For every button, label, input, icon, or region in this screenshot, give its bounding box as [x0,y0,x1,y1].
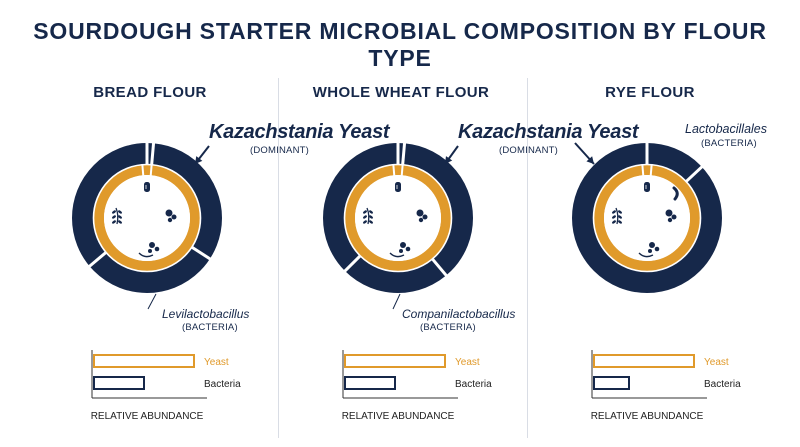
bar-bacteria [593,376,630,390]
bar-yeast [93,354,195,368]
ring-separator [401,142,407,167]
budding-yeast-icon [389,242,411,258]
ring-separator [87,250,109,269]
bar-yeast [344,354,446,368]
donut-chart [323,142,473,310]
leader-line [147,293,157,310]
chart-title: SOURDOUGH STARTER MICROBIAL COMPOSITION … [33,18,767,71]
bar-label: Yeast [204,357,229,368]
ring-separator [150,142,156,167]
arrow-head [195,156,203,164]
panel-title: BREAD FLOUR [93,84,207,101]
secondary-label: Companilactobacillus [402,307,516,321]
leader-line [392,293,401,310]
ring-separator [430,256,449,278]
secondary-sublabel: (BACTERIA) [182,322,238,333]
inner-notch [641,164,645,177]
budding-yeast-icon [638,242,660,258]
grain-sprig-icon [363,207,373,225]
panel-whole-wheat-flour: WHOLE WHEAT FLOUR Kazachstania Yeast (DO… [268,0,639,447]
panel-divider [527,78,528,438]
inner-ring [94,165,200,271]
cylinder-cell-icon [644,182,650,192]
ring-separator [343,253,363,273]
bar-label: Yeast [704,357,729,368]
primary-sublabel: (DOMINANT) [250,145,309,156]
secondary-label: Levilactobacillus [162,307,250,321]
inner-notch [149,164,153,177]
ring-separator [189,245,212,261]
arrow-head [586,156,594,164]
panel-divider [278,78,279,438]
inner-notch [400,164,404,177]
arrow-head [445,156,453,164]
inner-notch [141,164,145,177]
ring-gap [343,163,453,273]
bar-xlabel: RELATIVE ABUNDANCE [91,411,204,422]
primary-label: Lactobacillales [685,122,767,136]
panel-title: WHOLE WHEAT FLOUR [312,84,490,101]
inner-ring [345,165,451,271]
cocci-cluster-icon [665,209,677,223]
donut-center [604,175,690,261]
bar-label: Yeast [455,357,480,368]
ring-gap [592,163,702,273]
ring-separator [684,165,704,184]
primary-label: Kazachstania Yeast [209,121,390,143]
inner-notch [649,164,653,177]
bar-label: Bacteria [455,379,492,390]
inner-ring [594,165,700,271]
secondary-sublabel: (BACTERIA) [420,322,476,333]
grain-sprig-icon [112,207,122,225]
cylinder-cell-icon [144,182,150,192]
primary-sublabel: (DOMINANT) [499,145,558,156]
panel-rye-flour: RYE FLOUR Lactobacillales (BACTERIA) Yea… [517,0,783,447]
grain-sprig-icon [612,207,622,225]
bar-label: Bacteria [204,379,241,390]
bar-bacteria [93,376,145,390]
bar-chart: Yeast Bacteria RELATIVE ABUNDANCE [91,350,241,422]
primary-sublabel: (BACTERIA) [701,138,757,149]
panel-title: RYE FLOUR [605,84,695,101]
donut-chart [72,142,222,310]
rod-bacteria-icon [672,186,679,201]
donut-chart [572,142,722,293]
bar-xlabel: RELATIVE ABUNDANCE [342,411,455,422]
inner-notch [392,164,396,177]
bar-yeast [593,354,695,368]
ring-gap [92,163,202,273]
primary-label: Kazachstania Yeast [458,121,639,143]
budding-yeast-icon [138,242,160,258]
cylinder-cell-icon [395,182,401,192]
cocci-cluster-icon [416,209,428,223]
bar-bacteria [344,376,396,390]
bar-chart: Yeast Bacteria RELATIVE ABUNDANCE [342,350,492,422]
bar-chart: Yeast Bacteria RELATIVE ABUNDANCE [591,350,741,422]
bar-xlabel: RELATIVE ABUNDANCE [591,411,704,422]
donut-center [104,175,190,261]
donut-center [355,175,441,261]
panel-bread-flour: BREAD FLOUR Kazachstania Yeast (DOMINANT… [17,0,390,447]
bar-label: Bacteria [704,379,741,390]
cocci-cluster-icon [165,209,177,223]
